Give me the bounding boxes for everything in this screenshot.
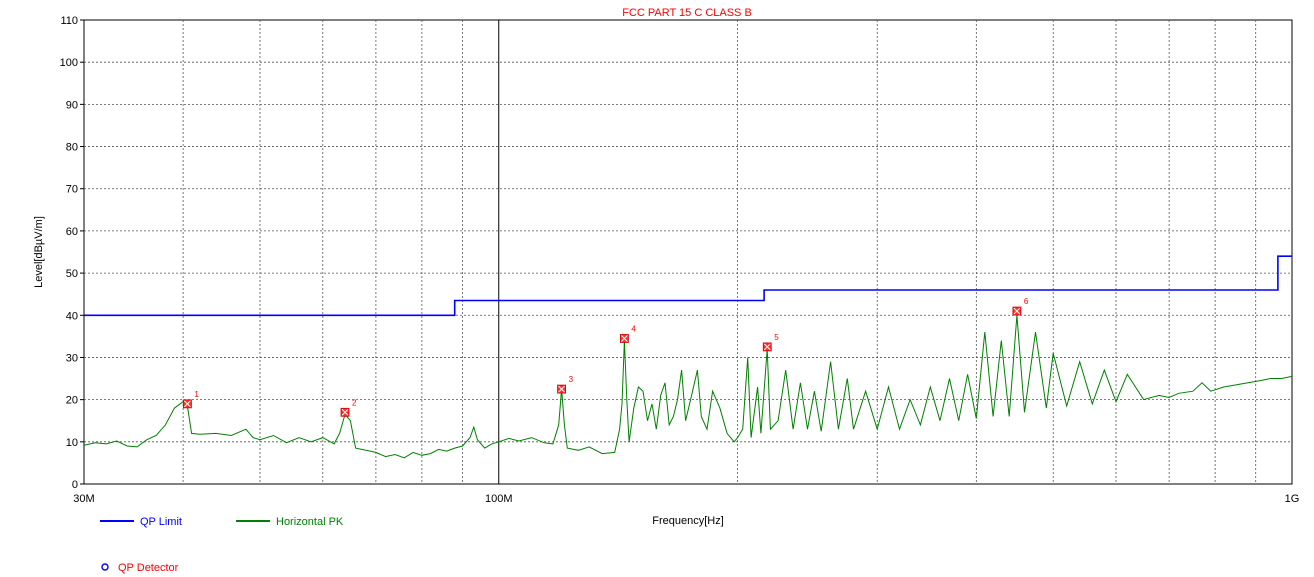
x-tick-label: 30M [73,493,94,505]
axis-layer: 0 10 20 30 40 50 60 70 80 90 100 110 30M 100M 1G [60,15,1300,505]
y-tick-label: 60 [66,226,78,238]
marker-layer: 1 2 3 4 5 6 [182,297,1029,417]
y-tick-label: 30 [66,352,78,364]
series-layer [83,255,1293,459]
marker-label: 1 [194,390,199,399]
marker-cross [558,385,565,393]
marker-label: 3 [569,375,574,384]
marker-cross [184,400,191,408]
y-tick-label: 0 [72,479,78,491]
x-tick-label: 1G [1285,493,1300,505]
series-line-horizontal-pk [83,315,1293,459]
series-line-qp-limit [84,255,1292,317]
y-tick-label: 70 [66,184,78,196]
marker-label: 5 [774,333,779,342]
marker-cross [621,335,628,342]
marker-cross [1013,307,1021,315]
chart-title: FCC PART 15 C CLASS B [622,7,752,19]
y-tick-label: 20 [66,395,78,407]
y-tick-label: 80 [66,142,78,154]
marker-label: 2 [352,398,357,407]
y-axis-label: Level[dBµV/m] [33,216,45,288]
y-tick-label: 110 [60,15,78,27]
x-axis-label: Frequency[Hz] [652,515,724,527]
y-tick-label: 100 [60,57,78,69]
marker-label: 6 [1024,297,1029,306]
marker-cross [341,408,349,416]
y-tick-label: 40 [66,310,78,322]
legend-circle-icon [101,563,109,571]
marker-cross [763,343,771,351]
plot-frame [83,19,1293,485]
y-tick-label: 10 [66,437,78,449]
marker-label: 4 [631,324,636,333]
y-tick-label: 90 [66,99,78,111]
plot-area [83,19,1293,485]
legend-label: Horizontal PK [276,516,344,528]
legend-label: QP Detector [118,562,179,574]
legend: QP Limit Horizontal PK QP Detector [100,516,344,574]
x-tick-label: 100M [485,493,513,505]
y-tick-label: 50 [66,268,78,280]
legend-label: QP Limit [140,516,182,528]
